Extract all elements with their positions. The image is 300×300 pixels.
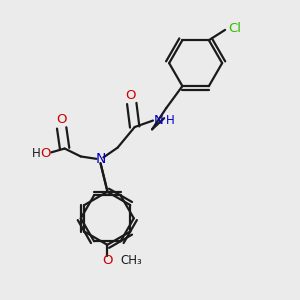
Text: O: O	[40, 147, 51, 160]
Text: O: O	[125, 89, 136, 102]
Text: O: O	[56, 113, 67, 126]
Text: H: H	[32, 147, 40, 160]
Text: CH₃: CH₃	[121, 254, 142, 267]
Text: O: O	[102, 254, 112, 267]
Text: N: N	[95, 152, 106, 167]
Text: H: H	[166, 114, 174, 127]
Text: Cl: Cl	[228, 22, 241, 35]
Text: N: N	[154, 114, 164, 127]
